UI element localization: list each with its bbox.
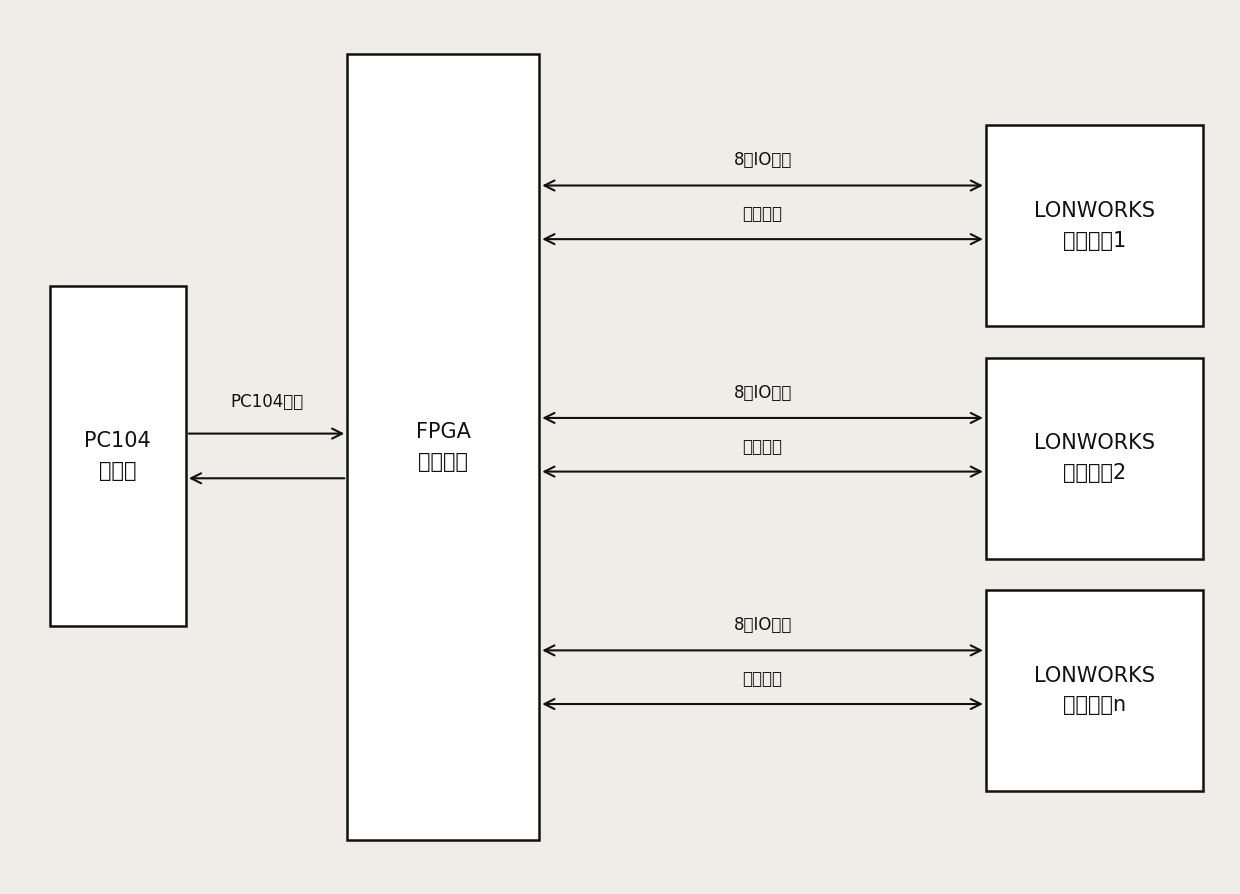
Text: 控制信号: 控制信号 xyxy=(743,205,782,224)
Text: 8位IO总线: 8位IO总线 xyxy=(733,384,792,402)
Text: 8位IO总线: 8位IO总线 xyxy=(733,616,792,635)
Text: LONWORKS
总线节点2: LONWORKS 总线节点2 xyxy=(1034,434,1154,483)
Bar xyxy=(986,590,1203,791)
Text: 8位IO总线: 8位IO总线 xyxy=(733,151,792,170)
Text: 控制信号: 控制信号 xyxy=(743,437,782,456)
Bar xyxy=(986,125,1203,326)
Bar xyxy=(986,358,1203,559)
Bar xyxy=(50,286,186,626)
Text: FPGA
接口电路: FPGA 接口电路 xyxy=(415,422,471,472)
Text: PC104总线: PC104总线 xyxy=(229,393,304,411)
Text: 控制信号: 控制信号 xyxy=(743,670,782,688)
Text: LONWORKS
总线节点1: LONWORKS 总线节点1 xyxy=(1034,201,1154,250)
Text: LONWORKS
总线节点n: LONWORKS 总线节点n xyxy=(1034,666,1154,715)
Text: PC104
工控机: PC104 工控机 xyxy=(84,431,151,481)
Bar xyxy=(347,54,539,840)
